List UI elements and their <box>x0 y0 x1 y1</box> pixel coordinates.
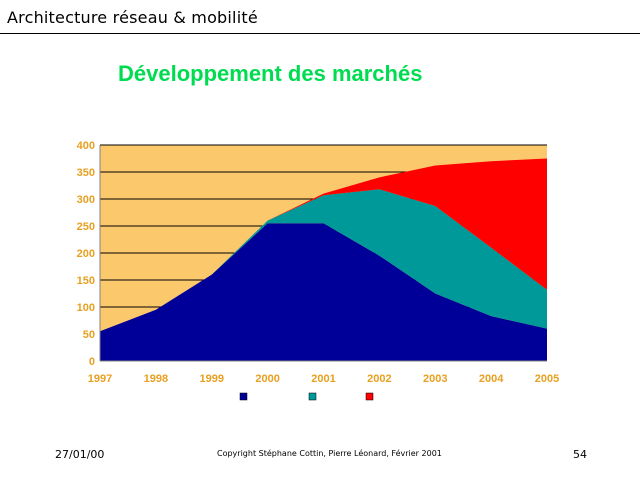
legend-swatch-2 <box>308 392 317 401</box>
footer-date: 27/01/00 <box>55 448 105 461</box>
area-series-1 <box>100 223 547 361</box>
y-tick-label: 100 <box>77 302 95 314</box>
x-tick-label: 2003 <box>423 373 447 385</box>
y-tick-label: 400 <box>77 140 95 152</box>
page-number: 54 <box>573 448 587 461</box>
y-tick-label: 0 <box>89 356 95 368</box>
slide-heading: Développement des marchés <box>118 61 423 86</box>
legend-swatch-1 <box>239 392 248 401</box>
y-tick-label: 50 <box>83 329 95 341</box>
y-tick-label: 150 <box>77 275 95 287</box>
x-tick-label: 2001 <box>311 373 335 385</box>
x-tick-label: 2004 <box>479 373 504 385</box>
x-tick-label: 2002 <box>367 373 391 385</box>
x-tick-label: 1999 <box>200 373 224 385</box>
x-tick-label: 1997 <box>88 373 112 385</box>
x-tick-label: 1998 <box>144 373 168 385</box>
y-tick-label: 200 <box>77 248 95 260</box>
x-tick-label: 2005 <box>535 373 559 385</box>
footer-copyright: Copyright Stéphane Cottin, Pierre Léonar… <box>217 449 442 458</box>
header-title: Architecture réseau & mobilité <box>7 8 258 27</box>
header-divider <box>0 33 640 34</box>
y-tick-label: 250 <box>77 221 95 233</box>
y-tick-label: 350 <box>77 167 95 179</box>
y-tick-label: 300 <box>77 194 95 206</box>
area-series-2 <box>100 189 547 332</box>
legend-swatch-3 <box>365 392 374 401</box>
area-series-3 <box>100 158 547 332</box>
x-tick-label: 2000 <box>255 373 279 385</box>
